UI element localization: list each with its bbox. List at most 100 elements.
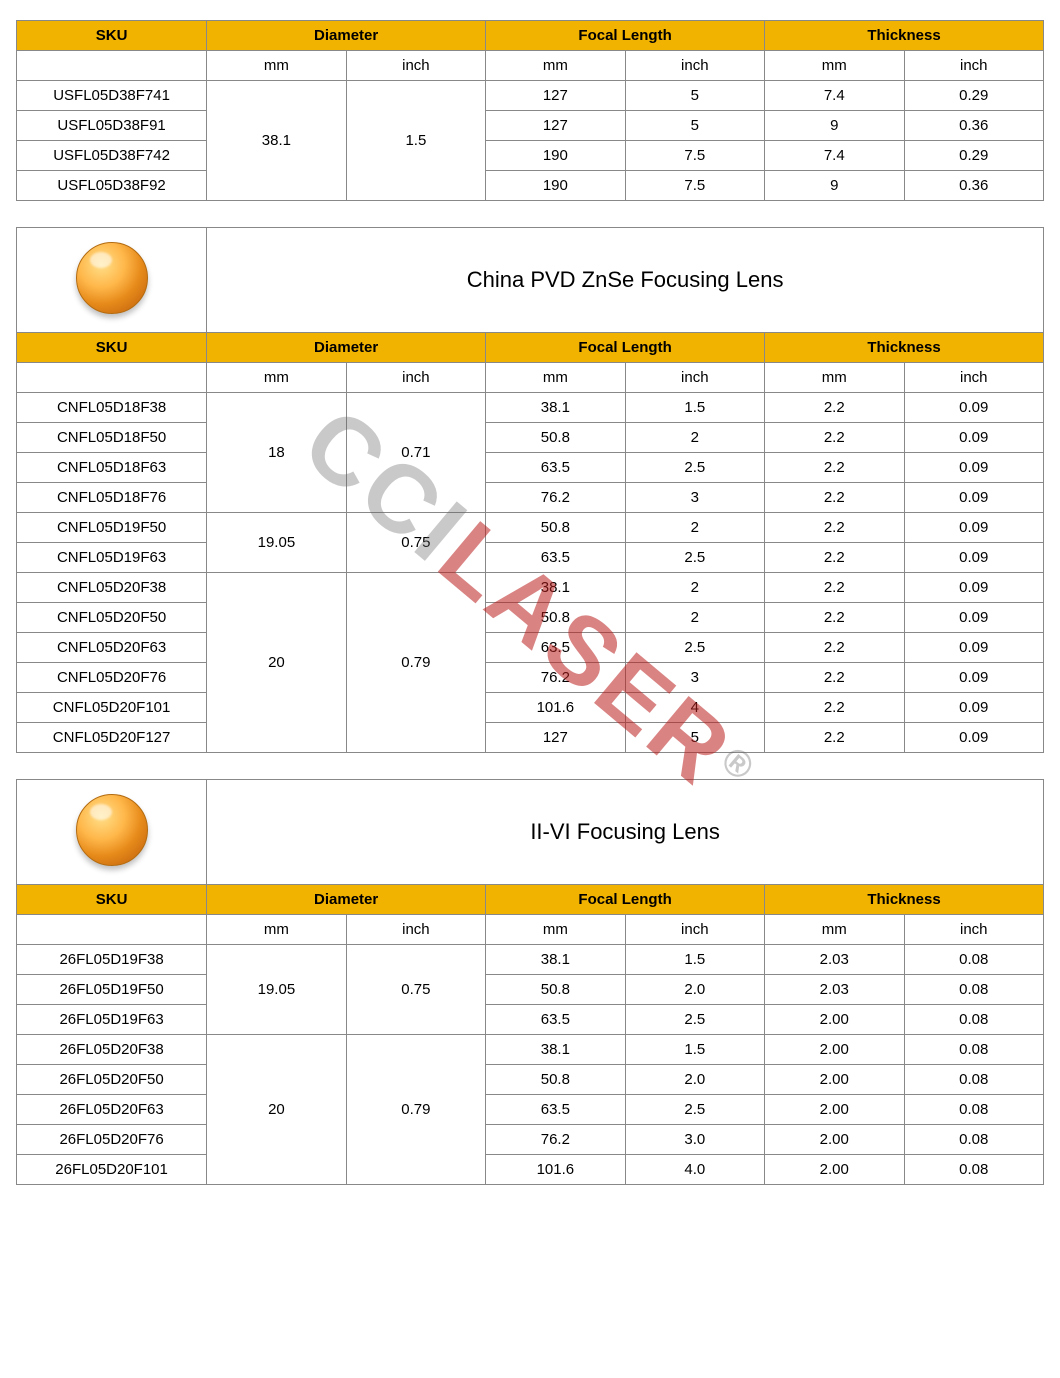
units-mm: mm [486, 363, 625, 393]
cell-fl-inch: 2.5 [625, 1005, 764, 1035]
table-row: 26FL05D20F6363.52.52.000.08 [17, 1095, 1044, 1125]
table-units-row: mm inch mm inch mm inch [17, 51, 1044, 81]
cell-fl-inch: 7.5 [625, 141, 764, 171]
cell-fl-inch: 3 [625, 483, 764, 513]
cell-fl-mm: 76.2 [486, 483, 625, 513]
units-blank [17, 915, 207, 945]
cell-t-mm: 2.2 [765, 663, 904, 693]
table-row: CNFL05D20F7676.232.20.09 [17, 663, 1044, 693]
col-focal: Focal Length [486, 21, 765, 51]
cell-sku: USFL05D38F92 [17, 171, 207, 201]
cell-dia-inch: 0.79 [346, 573, 485, 753]
title-row: II-VI Focusing Lens [17, 780, 1044, 885]
cell-dia-mm: 20 [207, 1035, 346, 1185]
cell-t-mm: 2.2 [765, 573, 904, 603]
cell-t-inch: 0.08 [904, 1125, 1043, 1155]
section-gap [16, 201, 1044, 227]
cell-fl-inch: 2.5 [625, 543, 764, 573]
cell-t-inch: 0.09 [904, 573, 1043, 603]
units-inch: inch [904, 51, 1043, 81]
cell-t-mm: 2.00 [765, 1035, 904, 1065]
table-row: CNFL05D20F101101.642.20.09 [17, 693, 1044, 723]
cell-dia-mm: 20 [207, 573, 346, 753]
cell-fl-mm: 63.5 [486, 543, 625, 573]
cell-fl-inch: 5 [625, 81, 764, 111]
cell-t-mm: 9 [765, 111, 904, 141]
cell-sku: CNFL05D18F63 [17, 453, 207, 483]
units-mm: mm [486, 51, 625, 81]
cell-fl-mm: 38.1 [486, 1035, 625, 1065]
cell-sku: CNFL05D20F50 [17, 603, 207, 633]
cell-fl-inch: 2.5 [625, 1095, 764, 1125]
cell-t-mm: 2.2 [765, 603, 904, 633]
units-inch: inch [346, 51, 485, 81]
cell-t-mm: 2.00 [765, 1095, 904, 1125]
units-blank [17, 363, 207, 393]
cell-fl-inch: 5 [625, 723, 764, 753]
cell-t-mm: 2.2 [765, 423, 904, 453]
cell-t-mm: 2.2 [765, 723, 904, 753]
cell-dia-mm: 19.05 [207, 513, 346, 573]
col-thickness: Thickness [765, 21, 1044, 51]
cell-t-inch: 0.09 [904, 453, 1043, 483]
table-row: CNFL05D20F38200.7938.122.20.09 [17, 573, 1044, 603]
cell-fl-mm: 190 [486, 171, 625, 201]
cell-fl-mm: 50.8 [486, 513, 625, 543]
table-title: II-VI Focusing Lens [207, 780, 1044, 885]
cell-sku: CNFL05D20F127 [17, 723, 207, 753]
cell-sku: CNFL05D18F76 [17, 483, 207, 513]
lens-image-cell [17, 780, 207, 885]
cell-sku: USFL05D38F741 [17, 81, 207, 111]
cell-fl-mm: 127 [486, 723, 625, 753]
table-units-row: mm inch mm inch mm inch [17, 915, 1044, 945]
cell-fl-mm: 38.1 [486, 573, 625, 603]
title-row: China PVD ZnSe Focusing Lens [17, 228, 1044, 333]
table-row: CNFL05D20F5050.822.20.09 [17, 603, 1044, 633]
table-header-row: SKU Diameter Focal Length Thickness [17, 333, 1044, 363]
table-row: 26FL05D19F6363.52.52.000.08 [17, 1005, 1044, 1035]
cell-fl-inch: 1.5 [625, 945, 764, 975]
table-row: CNFL05D20F6363.52.52.20.09 [17, 633, 1044, 663]
cell-dia-inch: 0.75 [346, 945, 485, 1035]
cell-fl-mm: 127 [486, 81, 625, 111]
cell-t-mm: 2.2 [765, 393, 904, 423]
lens-image-cell [17, 228, 207, 333]
cell-fl-inch: 2.5 [625, 633, 764, 663]
table-row: CNFL05D18F6363.52.52.20.09 [17, 453, 1044, 483]
cell-sku: CNFL05D19F50 [17, 513, 207, 543]
units-inch: inch [346, 915, 485, 945]
cell-fl-inch: 2.0 [625, 975, 764, 1005]
units-mm: mm [207, 915, 346, 945]
col-focal: Focal Length [486, 885, 765, 915]
cell-fl-inch: 1.5 [625, 393, 764, 423]
cell-fl-inch: 2 [625, 513, 764, 543]
cell-fl-mm: 63.5 [486, 1095, 625, 1125]
table-row: USFL05D38F7421907.57.40.29 [17, 141, 1044, 171]
cell-dia-inch: 1.5 [346, 81, 485, 201]
col-focal: Focal Length [486, 333, 765, 363]
cell-sku: CNFL05D19F63 [17, 543, 207, 573]
table-row: 26FL05D19F5050.82.02.030.08 [17, 975, 1044, 1005]
col-sku: SKU [17, 885, 207, 915]
cell-sku: 26FL05D20F101 [17, 1155, 207, 1185]
col-thickness: Thickness [765, 885, 1044, 915]
cell-t-mm: 2.2 [765, 513, 904, 543]
cell-t-inch: 0.08 [904, 945, 1043, 975]
cell-t-inch: 0.29 [904, 81, 1043, 111]
cell-t-inch: 0.08 [904, 1155, 1043, 1185]
units-mm: mm [765, 363, 904, 393]
cell-fl-inch: 3 [625, 663, 764, 693]
cell-fl-mm: 101.6 [486, 1155, 625, 1185]
cell-t-mm: 7.4 [765, 81, 904, 111]
cell-fl-inch: 2 [625, 603, 764, 633]
cell-sku: 26FL05D19F50 [17, 975, 207, 1005]
cell-fl-inch: 2 [625, 573, 764, 603]
cell-sku: CNFL05D20F76 [17, 663, 207, 693]
cell-sku: CNFL05D18F38 [17, 393, 207, 423]
col-sku: SKU [17, 333, 207, 363]
col-diameter: Diameter [207, 21, 486, 51]
units-inch: inch [904, 915, 1043, 945]
table-row: CNFL05D19F6363.52.52.20.09 [17, 543, 1044, 573]
table-header-row: SKU Diameter Focal Length Thickness [17, 21, 1044, 51]
cell-dia-inch: 0.79 [346, 1035, 485, 1185]
